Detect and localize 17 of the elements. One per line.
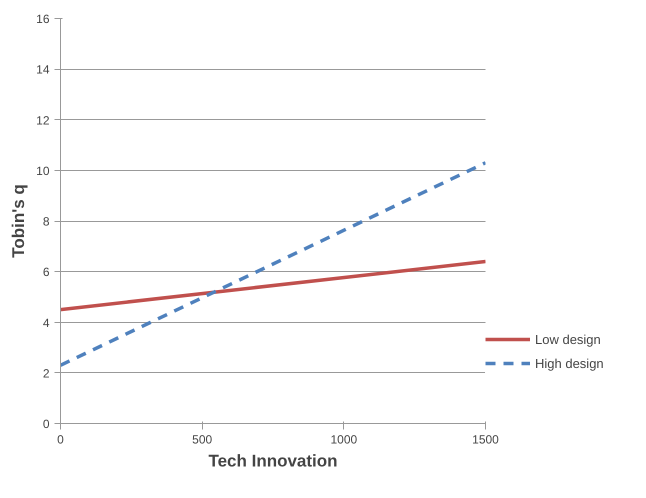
y-tick-label: 0 [42, 417, 50, 431]
y-axis-title: Tobin's q [9, 184, 28, 258]
x-tick-label: 1500 [472, 432, 500, 446]
x-tick-label: 500 [192, 432, 213, 446]
y-tick-label: 6 [42, 265, 50, 280]
legend-label: High design [535, 356, 604, 370]
x-axis-title: Tech Innovation [208, 452, 338, 470]
y-tick-label: 4 [42, 316, 50, 330]
x-tick-label: 1000 [330, 432, 358, 446]
y-tick-label: 16 [36, 12, 50, 26]
y-tick-label: 14 [36, 62, 50, 77]
y-tick-label: 2 [42, 366, 50, 380]
legend-label: Low design [535, 332, 601, 346]
y-tick-label: 12 [36, 113, 50, 128]
x-tick-label: 0 [57, 432, 64, 446]
y-tick-label: 10 [36, 164, 50, 178]
y-tick-label: 8 [42, 214, 50, 228]
